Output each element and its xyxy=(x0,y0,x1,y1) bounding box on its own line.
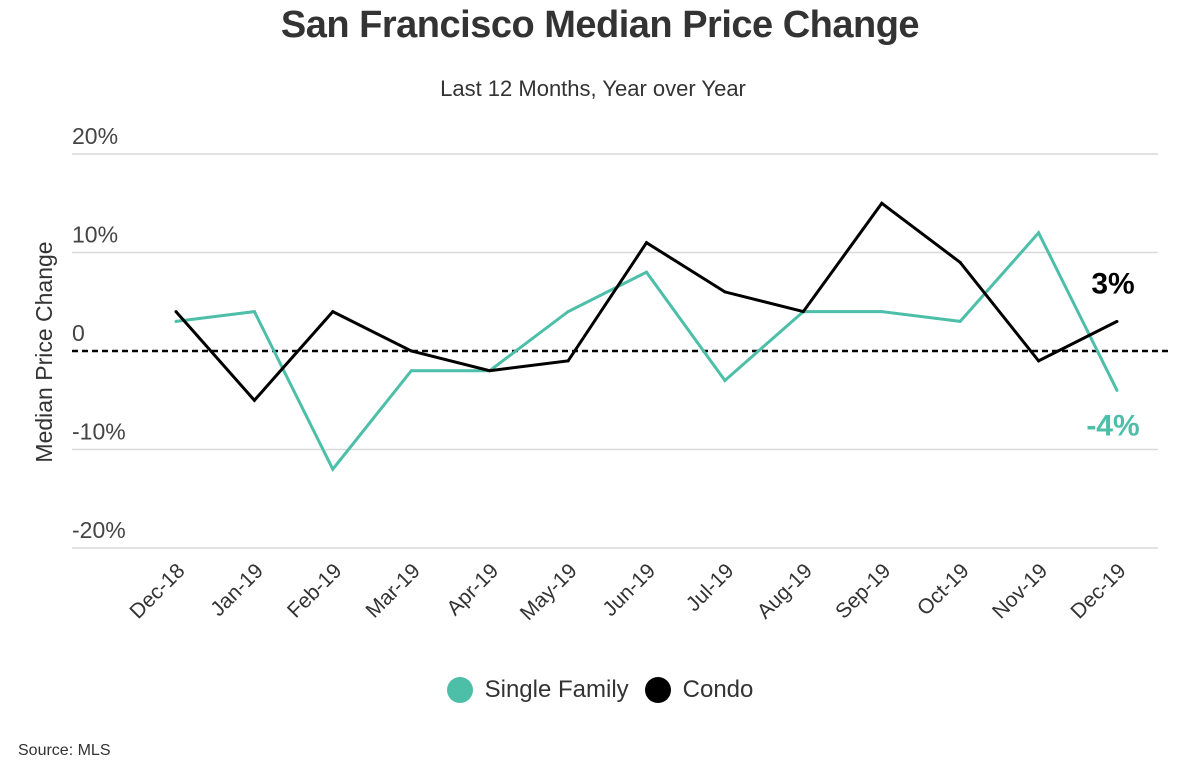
grid-lines xyxy=(72,153,1170,549)
data-point xyxy=(958,319,962,323)
data-point xyxy=(723,379,727,383)
legend-label: Single Family xyxy=(484,676,629,703)
data-point xyxy=(723,290,727,294)
data-point xyxy=(488,369,492,373)
data-point xyxy=(1037,359,1041,363)
x-tick-label: Sep-19 xyxy=(831,559,895,623)
x-tick-label: Jun-19 xyxy=(598,559,660,621)
data-point xyxy=(331,467,335,471)
x-tick-label: Jul-19 xyxy=(682,559,739,616)
data-point xyxy=(1037,231,1041,235)
legend-item-condo[interactable]: Condo xyxy=(644,676,754,704)
chart-title: San Francisco Median Price Change xyxy=(280,4,920,46)
series-lines xyxy=(174,201,1119,472)
data-point xyxy=(409,349,413,353)
x-tick-label: Dec-18 xyxy=(125,559,189,623)
data-point xyxy=(1115,388,1119,392)
legend-label: Condo xyxy=(682,676,754,703)
y-tick-label: -20% xyxy=(72,517,126,543)
x-tick-label: Apr-19 xyxy=(442,559,503,620)
x-tick-label: Dec-19 xyxy=(1066,559,1130,623)
end-label-condo: 3% xyxy=(1091,267,1134,300)
end-labels: -4% 3% xyxy=(1086,267,1139,442)
source-note: Source: MLS xyxy=(18,742,111,759)
data-point xyxy=(1115,319,1119,323)
y-tick-label: 10% xyxy=(72,222,118,248)
data-point xyxy=(566,310,570,314)
y-tick-label: -10% xyxy=(72,419,126,445)
data-point xyxy=(645,241,648,245)
y-axis-title: Median Price Change xyxy=(31,241,57,462)
data-point xyxy=(566,359,570,363)
data-point xyxy=(880,201,884,205)
data-point xyxy=(174,310,178,314)
data-point xyxy=(958,260,962,264)
legend-swatch-single-family xyxy=(446,677,473,703)
data-point xyxy=(252,310,256,314)
data-point xyxy=(801,310,805,314)
legend-swatch-condo xyxy=(644,677,671,703)
x-axis-ticks: Dec-18 Jan-19 Feb-19 Mar-19 Apr-19 May-19 Jun-… xyxy=(125,559,1130,625)
data-point xyxy=(409,369,413,373)
x-tick-label: May-19 xyxy=(516,559,582,625)
data-point xyxy=(880,310,884,314)
data-point xyxy=(645,270,648,274)
x-tick-label: Aug-19 xyxy=(753,559,817,623)
data-point xyxy=(331,310,335,314)
legend-item-single-family[interactable]: Single Family xyxy=(446,676,629,704)
x-tick-label: Nov-19 xyxy=(988,559,1052,623)
x-tick-label: Feb-19 xyxy=(283,559,346,622)
x-tick-label: Mar-19 xyxy=(361,559,424,622)
data-point xyxy=(174,319,178,323)
end-label-single-family: -4% xyxy=(1086,409,1139,442)
legend: Single Family Condo xyxy=(0,676,1200,704)
x-tick-label: Oct-19 xyxy=(913,559,974,620)
chart-subtitle: Last 12 Months, Year over Year xyxy=(440,76,746,101)
y-axis-ticks: 20% 10% 0 -10% -20% xyxy=(72,123,126,543)
y-tick-label: 0 xyxy=(72,320,85,346)
x-tick-label: Jan-19 xyxy=(206,559,268,621)
data-point xyxy=(252,398,256,402)
y-tick-label: 20% xyxy=(72,123,118,149)
